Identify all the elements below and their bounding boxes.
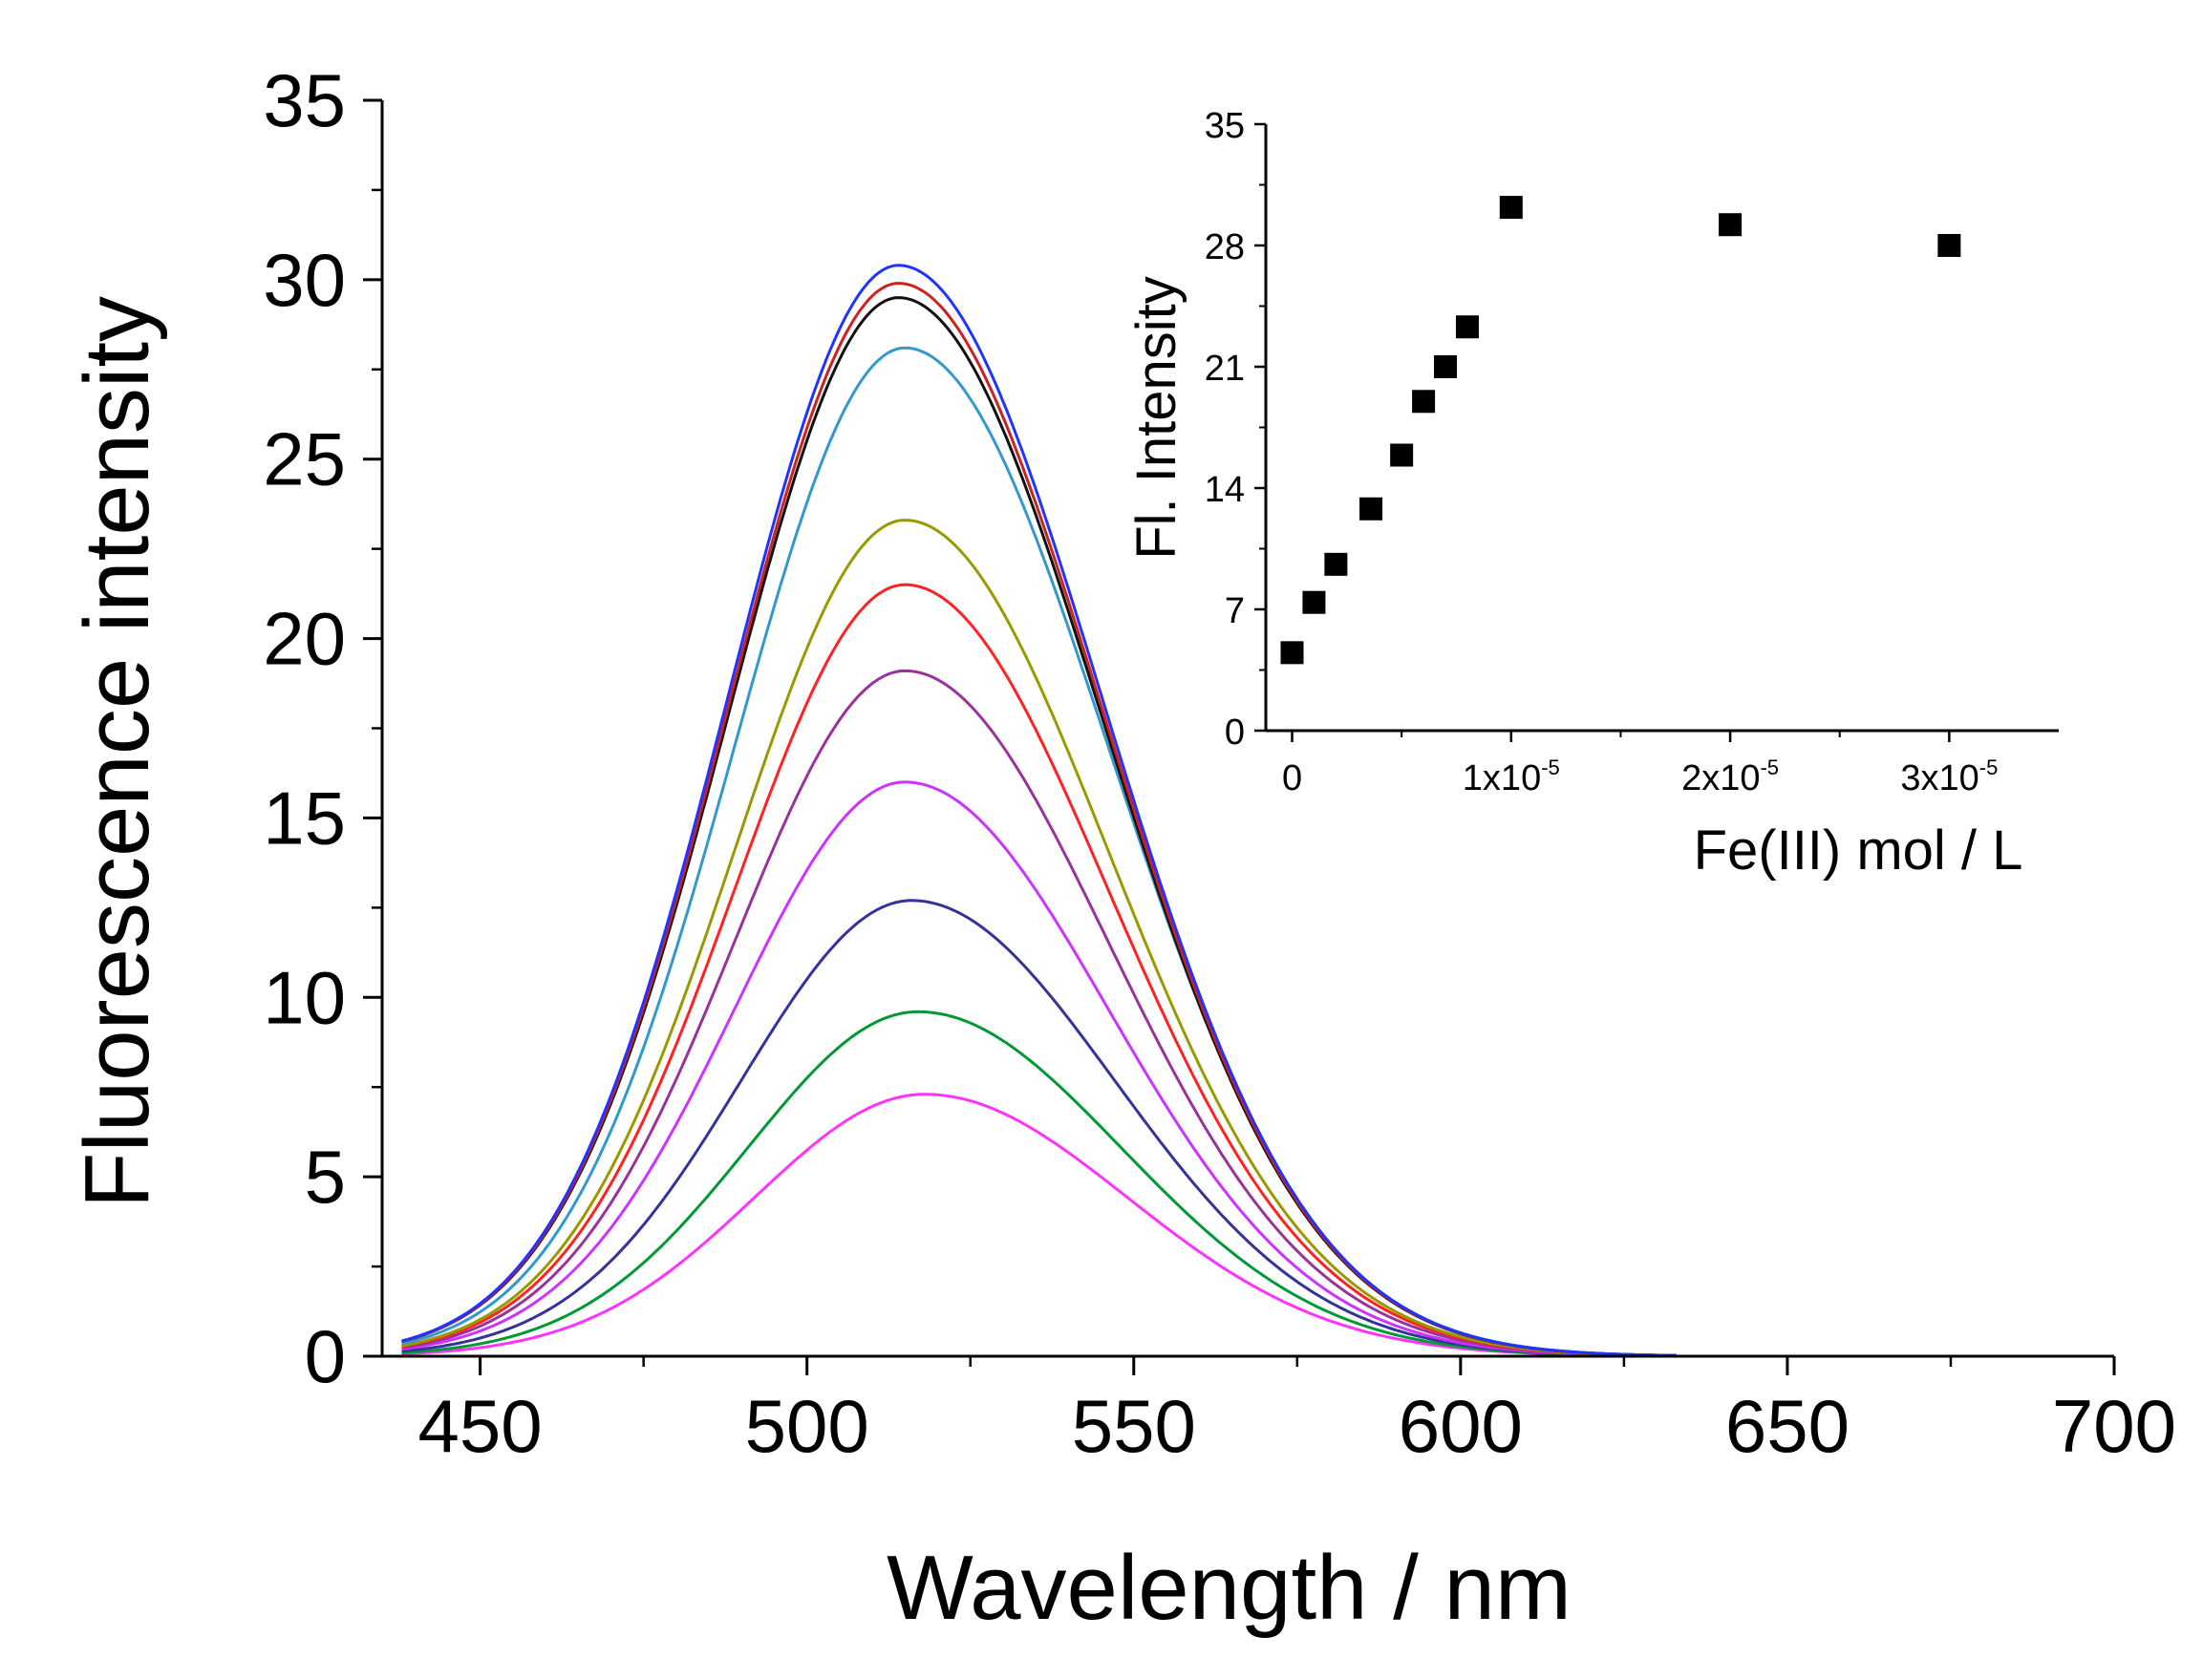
main-series-line-5 bbox=[401, 669, 1677, 1357]
main-series-line-10 bbox=[401, 282, 1677, 1357]
inset-x-tick-label-1: 1x10-5 bbox=[1463, 755, 1560, 798]
main-x-tick-label-700: 700 bbox=[2052, 1384, 2176, 1468]
main-y-axis-title: Fluorescence intensity bbox=[66, 296, 168, 1208]
inset-data-point-9 bbox=[1499, 196, 1523, 220]
inset-data-point-7 bbox=[1434, 355, 1458, 378]
inset-x-tick-exponent-2: -5 bbox=[1760, 755, 1779, 779]
main-x-tick-label-600: 600 bbox=[1399, 1384, 1523, 1468]
inset-y-tick-label-21: 21 bbox=[1205, 349, 1245, 389]
main-series-line-2 bbox=[401, 1010, 1677, 1358]
main-y-tick-label-35: 35 bbox=[263, 58, 346, 142]
main-axes bbox=[380, 100, 2114, 1358]
main-series-line-6 bbox=[401, 583, 1677, 1357]
main-series-line-9 bbox=[401, 296, 1677, 1357]
main-series-line-1 bbox=[401, 1093, 1677, 1358]
main-y-tick-label-25: 25 bbox=[263, 417, 346, 501]
main-x-ticks: 450 500 550 600 650 700 bbox=[418, 1356, 2176, 1468]
inset-data-point-2 bbox=[1302, 590, 1326, 614]
main-y-ticks: 0 5 10 15 20 25 30 35 bbox=[263, 58, 382, 1398]
inset-data-point-5 bbox=[1390, 443, 1414, 467]
inset-x-tick-label-0: 0 bbox=[1282, 758, 1302, 798]
main-spectra-curves bbox=[401, 264, 1677, 1358]
main-series-line-7 bbox=[401, 519, 1677, 1357]
inset-y-ticks: 0 7 14 21 28 35 bbox=[1205, 106, 1266, 753]
main-series-line-11 bbox=[401, 264, 1677, 1357]
inset-y-tick-label-14: 14 bbox=[1205, 470, 1245, 510]
inset-data-point-10 bbox=[1719, 213, 1743, 237]
main-x-tick-label-450: 450 bbox=[418, 1384, 543, 1468]
inset-data-point-11 bbox=[1937, 234, 1961, 257]
inset-axes bbox=[1264, 124, 2059, 733]
inset-y-tick-label-0: 0 bbox=[1225, 712, 1245, 753]
main-x-tick-label-650: 650 bbox=[1725, 1384, 1850, 1468]
inset-x-tick-label-2: 2x10-5 bbox=[1681, 755, 1779, 798]
inset-x-axis-title: Fe(III) mol / L bbox=[1694, 819, 2023, 882]
main-y-tick-label-10: 10 bbox=[263, 955, 346, 1039]
main-y-tick-label-20: 20 bbox=[263, 597, 346, 681]
main-x-axis-title: Wavelength / nm bbox=[887, 1537, 1572, 1639]
inset-data-points bbox=[1280, 196, 1961, 665]
main-y-tick-label-15: 15 bbox=[263, 776, 346, 860]
inset-chart: 0 1x10-5 2x10-5 3x10-5 0 7 14 21 28 35 Fe(III) m… bbox=[1125, 106, 2059, 882]
inset-x-tick-exponent-1: -5 bbox=[1541, 755, 1560, 779]
main-y-tick-label-0: 0 bbox=[305, 1314, 346, 1398]
inset-data-point-3 bbox=[1324, 552, 1348, 576]
main-series-line-3 bbox=[401, 899, 1677, 1358]
inset-y-tick-label-35: 35 bbox=[1205, 106, 1245, 146]
inset-x-ticks: 0 1x10-5 2x10-5 3x10-5 bbox=[1282, 731, 1998, 798]
inset-data-point-1 bbox=[1280, 641, 1304, 665]
inset-data-point-4 bbox=[1359, 497, 1383, 521]
main-series-line-4 bbox=[401, 780, 1677, 1358]
inset-x-tick-label-3: 3x10-5 bbox=[1900, 755, 1998, 798]
inset-y-axis-title: Fl. Intensity bbox=[1125, 276, 1187, 560]
main-x-tick-label-550: 550 bbox=[1072, 1384, 1196, 1468]
main-y-tick-label-5: 5 bbox=[305, 1135, 346, 1219]
inset-y-tick-label-7: 7 bbox=[1225, 591, 1245, 631]
inset-data-point-8 bbox=[1455, 315, 1479, 339]
main-y-tick-label-30: 30 bbox=[263, 238, 346, 322]
main-x-tick-label-500: 500 bbox=[745, 1384, 869, 1468]
inset-data-point-6 bbox=[1412, 390, 1436, 414]
inset-x-tick-exponent-3: -5 bbox=[1979, 755, 1999, 779]
inset-y-tick-label-28: 28 bbox=[1205, 227, 1245, 267]
